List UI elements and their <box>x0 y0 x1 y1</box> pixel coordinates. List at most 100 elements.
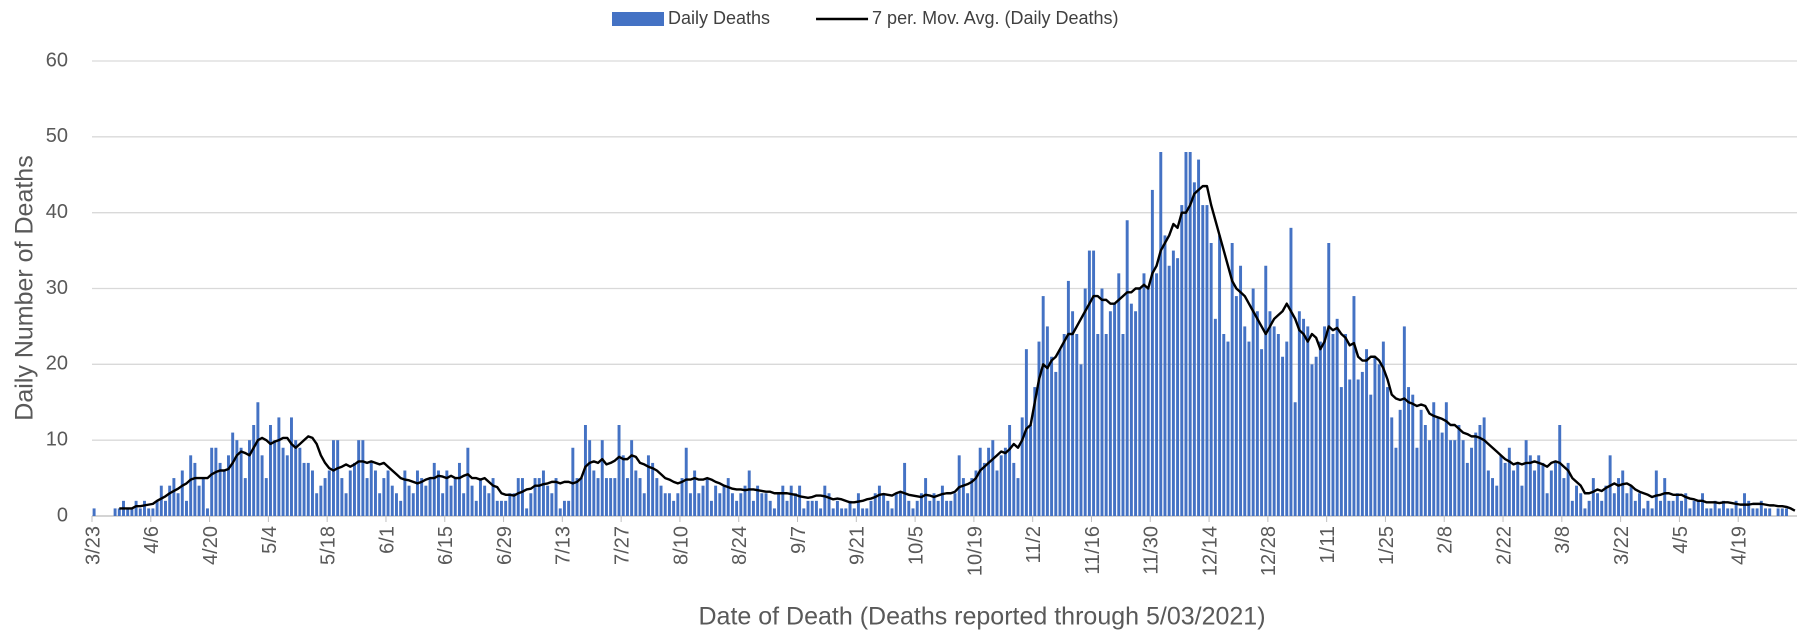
bar <box>294 440 298 516</box>
bar <box>520 478 524 516</box>
bar <box>856 493 860 516</box>
bar <box>453 478 457 516</box>
bar <box>583 425 587 516</box>
bar <box>831 508 835 516</box>
bar <box>991 440 995 516</box>
bar <box>1247 341 1251 516</box>
bar <box>1583 508 1587 516</box>
bar <box>1365 349 1369 516</box>
bar <box>634 470 638 516</box>
bar <box>701 485 705 516</box>
bar <box>1444 402 1448 516</box>
bar <box>117 508 121 516</box>
bar <box>1755 508 1759 516</box>
bar <box>1306 326 1310 516</box>
bar <box>529 493 533 516</box>
x-tick-label: 10/5 <box>905 526 927 565</box>
bar <box>1587 500 1591 516</box>
bar <box>1764 508 1767 516</box>
bar <box>978 447 982 516</box>
bar <box>1264 265 1268 516</box>
bar <box>617 425 621 516</box>
bar <box>747 470 751 516</box>
bar <box>273 440 277 516</box>
bar <box>1726 508 1730 516</box>
bar <box>1113 303 1117 516</box>
bar <box>1033 387 1037 516</box>
bar <box>940 485 944 516</box>
bar <box>609 478 613 516</box>
bar <box>873 493 877 516</box>
bar <box>936 500 940 516</box>
bar <box>533 478 537 516</box>
bar <box>810 500 814 516</box>
bar <box>1453 440 1457 516</box>
bar <box>126 508 130 516</box>
bar <box>1524 440 1528 516</box>
bar <box>311 470 314 516</box>
bar <box>1457 425 1461 516</box>
bar <box>428 478 432 516</box>
bar <box>1054 371 1058 516</box>
bar <box>1482 417 1486 516</box>
bar <box>478 478 482 516</box>
bar <box>1495 485 1499 516</box>
bar <box>693 470 697 516</box>
y-tick-label: 40 <box>46 201 68 223</box>
legend-label: Daily Deaths <box>668 8 770 28</box>
bar <box>1104 334 1108 516</box>
bar <box>798 485 802 516</box>
x-tick-label: 3/23 <box>82 526 104 565</box>
bar <box>164 500 167 516</box>
bar <box>945 500 949 516</box>
bar <box>1331 334 1335 516</box>
bar <box>672 500 676 516</box>
bar <box>1386 387 1390 516</box>
bar <box>449 485 453 516</box>
bar <box>1486 470 1490 516</box>
bar <box>1663 478 1667 516</box>
bar <box>323 478 327 516</box>
bar <box>793 493 797 516</box>
bar <box>1474 432 1478 516</box>
bar <box>1062 334 1066 516</box>
bar <box>869 500 873 516</box>
bar <box>1629 485 1633 516</box>
bar <box>676 493 680 516</box>
bar <box>1087 250 1091 517</box>
bar <box>474 500 478 516</box>
bar <box>1394 447 1398 516</box>
bar <box>483 485 487 516</box>
bar <box>1415 447 1419 516</box>
bar <box>1163 235 1167 516</box>
bar <box>243 478 247 516</box>
bar <box>1717 508 1721 516</box>
bar <box>592 470 596 516</box>
x-tick-label: 5/18 <box>318 526 340 565</box>
bar <box>1642 508 1646 516</box>
bar <box>1176 258 1180 516</box>
bar <box>1188 152 1192 516</box>
bar <box>1260 349 1264 516</box>
bar <box>919 493 923 516</box>
bar <box>1722 500 1725 516</box>
x-tick-label: 10/19 <box>964 526 986 576</box>
bar <box>378 493 382 516</box>
bar <box>932 493 936 516</box>
bar <box>336 440 340 516</box>
bar <box>1554 462 1557 516</box>
bar <box>966 493 970 516</box>
bar <box>726 478 730 516</box>
bar <box>806 500 810 516</box>
bar <box>546 485 550 516</box>
bar <box>1171 250 1175 517</box>
bar <box>260 455 264 516</box>
y-tick-label: 20 <box>46 353 68 375</box>
bar <box>394 493 398 516</box>
bar <box>1478 425 1482 516</box>
bar <box>1075 334 1079 516</box>
bar <box>1562 478 1566 516</box>
bar <box>92 508 96 516</box>
bar <box>1058 349 1062 516</box>
bar <box>571 447 575 516</box>
